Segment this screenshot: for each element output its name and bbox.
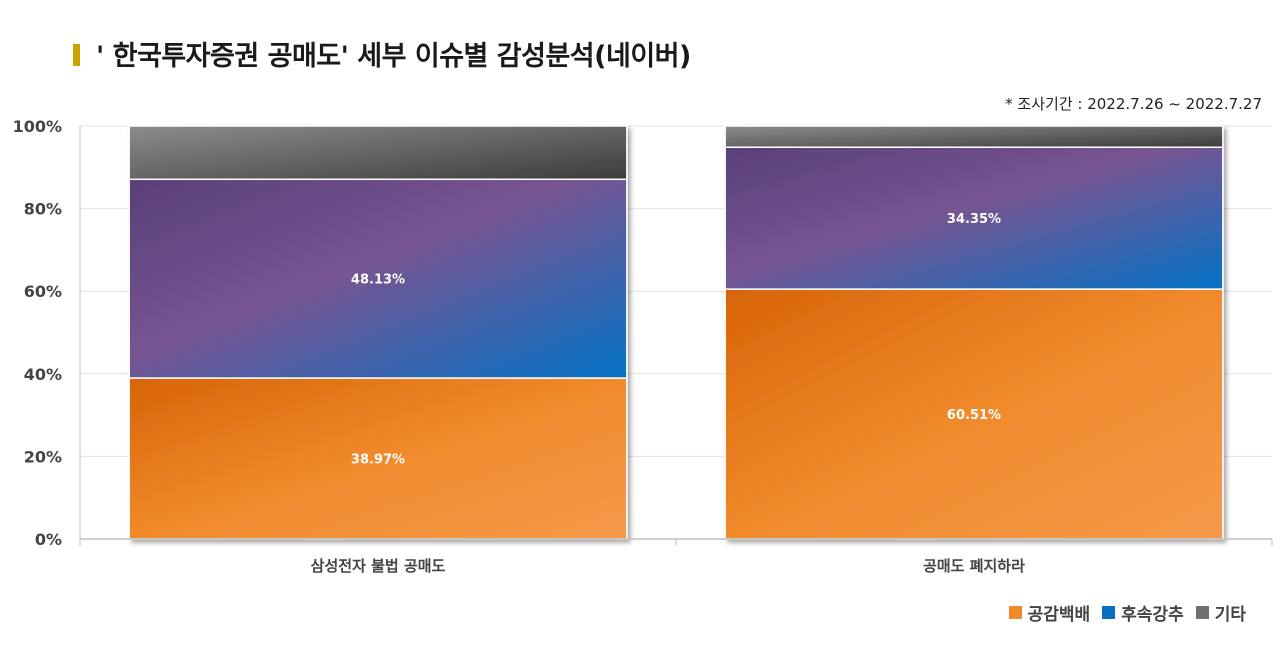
legend-swatch-neutral <box>1102 606 1116 619</box>
legend-swatch-other <box>1195 606 1209 619</box>
y-tick-label: 40% <box>24 365 62 384</box>
x-category-label: 공매도 폐지하라 <box>923 557 1025 575</box>
y-tick-label: 100% <box>13 117 62 136</box>
bar-group <box>724 125 1224 540</box>
data-label: 38.97% <box>351 453 405 468</box>
y-tick-label: 20% <box>24 447 62 466</box>
bar-segment-neutral <box>724 146 1224 290</box>
data-label: 48.13% <box>351 273 405 288</box>
survey-period-note: * 조사기간 : 2022.7.26 ~ 2022.7.27 <box>1005 95 1262 113</box>
bar-segment-neutral <box>128 178 628 379</box>
legend-swatch-positive <box>1008 606 1022 619</box>
legend-label-neutral: 후속강추 <box>1121 605 1184 625</box>
legend-item-positive: 공감백배 <box>1008 600 1091 625</box>
bar-segment-other <box>128 125 628 181</box>
chart-legend: 공감백배 후속강추 기타 <box>1008 600 1246 625</box>
legend-item-other: 기타 <box>1195 600 1246 625</box>
bar-segment-other <box>724 125 1224 148</box>
x-category-label: 삼성전자 불법 공매도 <box>311 557 446 575</box>
y-tick-label: 60% <box>24 282 62 301</box>
data-label: 34.35% <box>947 212 1001 227</box>
title-marker <box>73 44 80 66</box>
data-label: 60.51% <box>947 408 1001 423</box>
y-tick-label: 0% <box>35 530 62 549</box>
legend-label-other: 기타 <box>1214 605 1246 625</box>
legend-label-positive: 공감백배 <box>1027 605 1091 625</box>
y-tick-label: 80% <box>24 200 62 219</box>
bar-group <box>128 125 628 540</box>
chart-title: ' 한국투자증권 공매도' 세부 이슈별 감성분석(네이버) <box>96 41 691 72</box>
legend-item-neutral: 후속강추 <box>1102 600 1184 625</box>
